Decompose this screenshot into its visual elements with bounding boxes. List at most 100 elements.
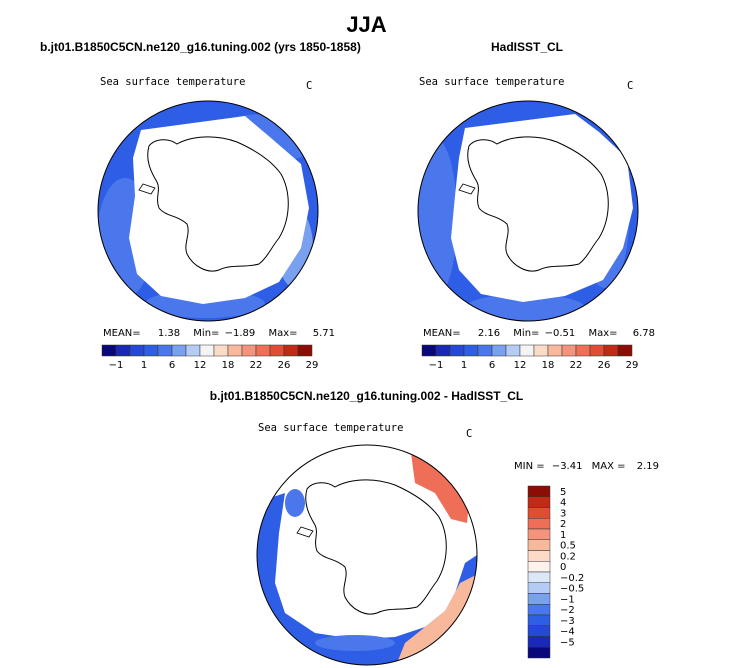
diff-colorbar-swatch xyxy=(527,561,551,573)
diff-colorbar-tick-label: 4 xyxy=(560,498,566,509)
diff-colorbar-tick-label: 0.5 xyxy=(560,541,576,552)
right-colorbar-tick-label: 12 xyxy=(514,360,527,371)
right-colorbar-swatch xyxy=(617,344,633,357)
page-title: JJA xyxy=(346,12,387,37)
antarctica-outline xyxy=(147,136,289,272)
peninsula-outline xyxy=(296,526,314,538)
right-panel-title: HadISST_CL xyxy=(491,40,564,54)
right-colorbar-tick-label: 29 xyxy=(626,360,638,371)
left-colorbar-tick-label: 1 xyxy=(141,360,147,371)
right-colorbar-swatch xyxy=(603,344,619,357)
left-colorbar-swatch xyxy=(297,344,313,357)
left-colorbar-swatch xyxy=(129,344,145,357)
antarctica-outline xyxy=(467,136,609,272)
diff-colorbar-tick-label: −1 xyxy=(560,594,575,605)
diff-colorbar-tick-label: −5 xyxy=(560,637,575,648)
right-stats: MEAN= 2.16 Min= −0.51 Max= 6.78 xyxy=(423,328,655,339)
diff-colorbar-swatch xyxy=(527,507,551,519)
diff-colorbar-tick-label: 3 xyxy=(560,508,566,519)
diff-colorbar-swatch xyxy=(527,528,551,540)
mean-label: MEAN= xyxy=(423,328,461,339)
left-colorbar-tick-label: 12 xyxy=(194,360,207,371)
diff-colorbar-tick-label: −0.2 xyxy=(560,573,584,584)
diff-colorbar-swatch xyxy=(527,518,551,530)
right-colorbar-tick-label: 26 xyxy=(598,360,611,371)
right-colorbar: −1 1 6 12 18 22 26 29 xyxy=(421,344,638,371)
diff-colorbar-swatch xyxy=(527,496,551,508)
left-colorbar-swatch xyxy=(143,344,159,357)
diff-colorbar-swatch xyxy=(527,550,551,562)
min-value: −0.51 xyxy=(544,328,576,339)
right-colorbar-tick-label: 18 xyxy=(542,360,555,371)
right-colorbar-swatch xyxy=(449,344,465,357)
diff-colorbar-tick-label: −3 xyxy=(560,616,575,627)
diff-polar-map xyxy=(256,444,478,666)
left-colorbar-swatch xyxy=(283,344,299,357)
left-colorbar-tick-label: 6 xyxy=(169,360,175,371)
right-polar-map xyxy=(417,100,639,322)
peninsula-outline xyxy=(138,183,156,195)
diff-stats: MIN = −3.41 MAX = 2.19 xyxy=(514,461,659,472)
diff-units-label: C xyxy=(466,428,473,440)
min-label: Min= xyxy=(513,328,540,339)
diff-colorbar-tick-label: 1 xyxy=(560,530,566,541)
left-panel-title: b.jt01.B1850C5CN.ne120_g16.tuning.002 (y… xyxy=(40,40,361,54)
right-colorbar-swatch xyxy=(589,344,605,357)
min-label: Min= xyxy=(193,328,220,339)
diff-colorbar-swatch xyxy=(527,593,551,605)
left-colorbar-swatch xyxy=(213,344,229,357)
max-label: Max= xyxy=(268,328,298,339)
antarctica-outline xyxy=(305,479,447,615)
diff-colorbar-tick-label: 2 xyxy=(560,519,566,530)
right-colorbar-swatch xyxy=(491,344,507,357)
right-colorbar-swatch xyxy=(435,344,451,357)
mean-label: MEAN= xyxy=(103,328,141,339)
left-colorbar-swatch xyxy=(157,344,173,357)
right-colorbar-swatch xyxy=(519,344,535,357)
right-colorbar-swatch xyxy=(533,344,549,357)
diff-colorbar-tick-label: −0.5 xyxy=(560,584,584,595)
diff-colorbar-tick-label: 0 xyxy=(560,562,566,573)
diff-colorbar-swatch xyxy=(527,582,551,594)
left-colorbar-swatch xyxy=(171,344,187,357)
diff-colorbar-swatch xyxy=(527,539,551,551)
diff-colorbar-tick-label: 0.2 xyxy=(560,551,576,562)
right-colorbar-tick-label: 22 xyxy=(570,360,583,371)
left-stats: MEAN= 1.38 Min= −1.89 Max= 5.71 xyxy=(103,328,335,339)
diff-colorbar-swatch xyxy=(527,647,551,659)
right-colorbar-tick-label: −1 xyxy=(429,360,444,371)
right-colorbar-swatch xyxy=(477,344,493,357)
right-colorbar-tick-label: 1 xyxy=(461,360,467,371)
max-value: 2.19 xyxy=(636,461,659,472)
diff-field-label: Sea surface temperature xyxy=(258,422,404,434)
right-field-label: Sea surface temperature xyxy=(419,76,565,88)
mean-value: 1.38 xyxy=(157,328,181,339)
left-colorbar-swatch xyxy=(185,344,201,357)
max-value: 6.78 xyxy=(632,328,655,339)
diff-colorbar-swatch xyxy=(527,604,551,616)
max-label: MAX = xyxy=(591,461,626,472)
right-colorbar-swatch xyxy=(547,344,563,357)
left-colorbar-swatch xyxy=(255,344,271,357)
peninsula-outline xyxy=(458,183,476,195)
min-value: −1.89 xyxy=(224,328,256,339)
min-label: MIN = xyxy=(514,461,545,472)
left-colorbar-tick-label: 22 xyxy=(250,360,263,371)
diff-colorbar-tick-label: −2 xyxy=(560,605,575,616)
left-colorbar-tick-label: 18 xyxy=(222,360,235,371)
diff-colorbar-swatch xyxy=(527,571,551,583)
left-colorbar-swatch xyxy=(241,344,257,357)
left-colorbar-swatch xyxy=(115,344,131,357)
diff-colorbar-swatch xyxy=(527,625,551,637)
min-value: −3.41 xyxy=(551,461,583,472)
diff-colorbar-swatch xyxy=(527,485,551,497)
mean-value: 2.16 xyxy=(477,328,501,339)
left-colorbar-swatch xyxy=(269,344,285,357)
right-colorbar-swatch xyxy=(463,344,479,357)
diff-colorbar-swatch xyxy=(527,636,551,648)
max-value: 5.71 xyxy=(312,328,335,339)
negative-anomaly-patch xyxy=(315,635,395,651)
left-colorbar-tick-label: −1 xyxy=(109,360,124,371)
right-colorbar-swatch xyxy=(421,344,437,357)
diff-panel-title: b.jt01.B1850C5CN.ne120_g16.tuning.002 - … xyxy=(209,389,524,403)
